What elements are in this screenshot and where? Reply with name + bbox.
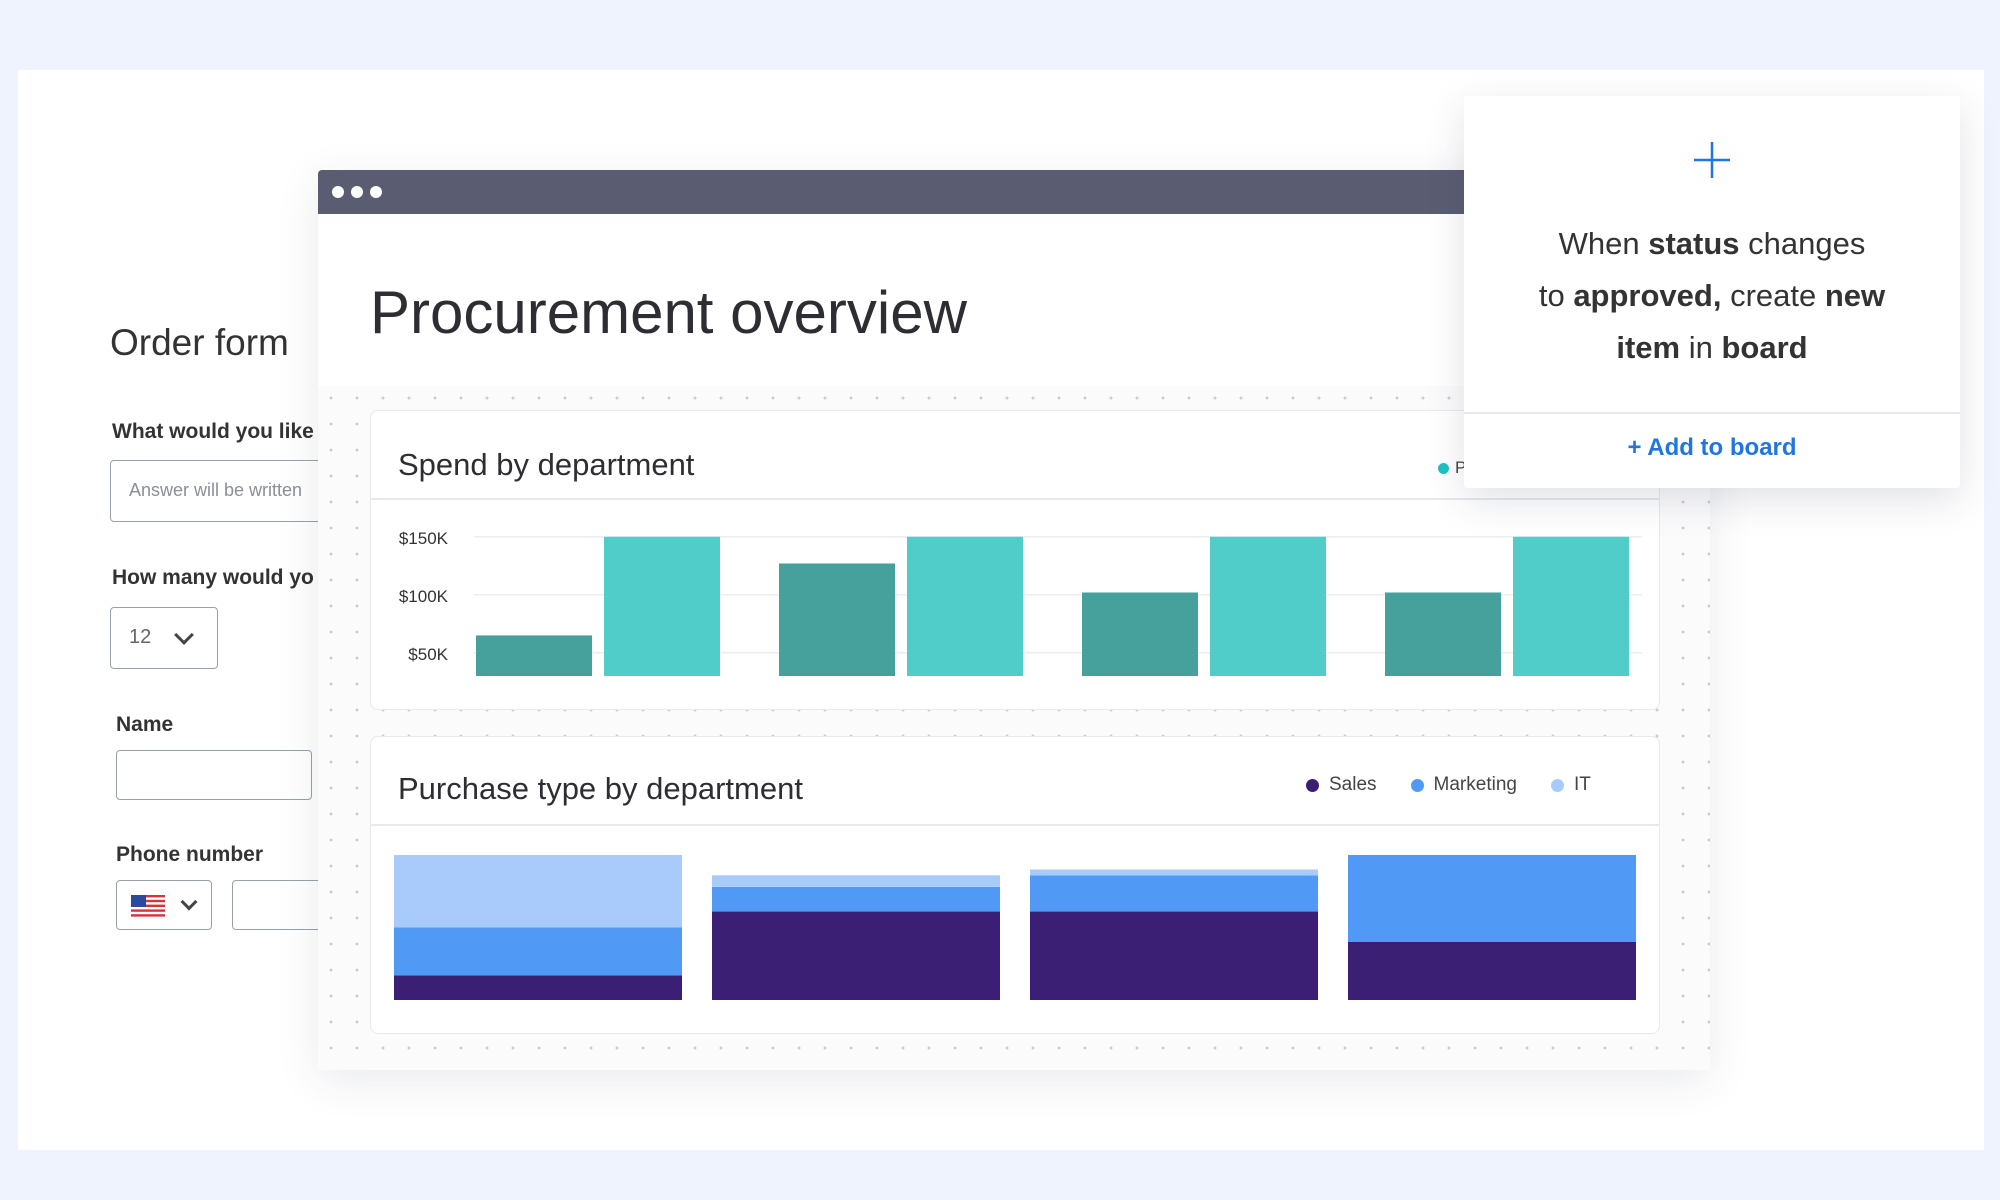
window-dot-icon <box>370 186 382 198</box>
spend-bar <box>779 563 895 676</box>
purchase-card-title: Purchase type by department <box>398 771 803 806</box>
purchase-bar-marketing <box>1030 875 1318 912</box>
legend-label: IT <box>1573 774 1591 795</box>
spend-bar <box>907 536 1023 676</box>
question-quantity-label: How many would yo <box>112 566 314 589</box>
spend-legend: P <box>1438 458 1466 478</box>
plus-icon[interactable] <box>1692 140 1732 180</box>
purchase-bar-it <box>1030 869 1318 876</box>
y-tick-label: $100K <box>399 587 449 606</box>
legend-item-marketing: Marketing <box>1410 774 1517 796</box>
rule-line-1: When status changes <box>1558 226 1866 261</box>
spend-bar <box>1385 592 1501 676</box>
chevron-down-icon <box>174 625 194 645</box>
rule-line-2: to approved, create new <box>1538 278 1886 313</box>
legend-swatch <box>1438 462 1449 474</box>
dashboard-header <box>318 214 1464 386</box>
name-label: Name <box>116 713 174 736</box>
purchase-card-divider <box>370 824 1660 826</box>
purchase-bar-sales <box>712 911 1000 1000</box>
spend-bar <box>1082 592 1198 676</box>
purchase-bar-marketing <box>712 886 1000 912</box>
spend-bar <box>604 536 720 676</box>
purchase-bar-sales <box>394 975 682 1000</box>
answer-placeholder: Answer will be written <box>129 480 303 500</box>
name-input[interactable] <box>116 750 312 800</box>
page-title: Procurement overview <box>370 279 967 346</box>
chevron-down-icon <box>180 893 198 911</box>
legend-swatch <box>1550 778 1564 792</box>
legend-item-sales: Sales <box>1306 774 1377 796</box>
y-tick-label: $50K <box>408 645 448 664</box>
us-flag-icon <box>131 895 165 919</box>
legend-swatch <box>1410 778 1424 792</box>
legend-label: P <box>1455 458 1467 477</box>
spend-bar <box>1210 536 1326 676</box>
window-dot-icon <box>332 186 344 198</box>
window-titlebar <box>318 170 1464 214</box>
purchase-bar-it <box>712 875 1000 887</box>
purchase-bar-marketing <box>1348 855 1636 942</box>
quantity-select[interactable]: 12 <box>110 607 218 669</box>
spend-bar <box>1513 536 1629 676</box>
order-form: Order form What would you like Answer wi… <box>0 0 318 1200</box>
legend-label: Sales <box>1329 774 1377 795</box>
purchase-chart <box>394 855 1636 1000</box>
legend-label: Marketing <box>1433 774 1517 795</box>
spend-card-divider <box>370 498 1660 500</box>
spend-bar <box>476 635 592 676</box>
order-form-title: Order form <box>110 322 289 363</box>
legend-item-it: IT <box>1550 774 1591 796</box>
question-what-label: What would you like <box>112 420 314 443</box>
purchase-bar-sales <box>1348 942 1636 1000</box>
purchase-bar-sales <box>1030 911 1318 1000</box>
phone-input[interactable] <box>232 880 318 930</box>
legend-swatch <box>1306 778 1319 792</box>
country-select[interactable] <box>116 880 212 930</box>
y-tick-label: $150K <box>399 529 449 548</box>
popup-divider <box>1464 412 1960 414</box>
phone-label: Phone number <box>116 843 264 866</box>
answer-input[interactable]: Answer will be written <box>110 460 318 522</box>
spend-card-title: Spend by department <box>398 447 695 482</box>
purchase-bar-it <box>394 855 682 928</box>
window-dot-icon <box>351 186 363 198</box>
spend-chart: $150K $100K $50K <box>399 529 1642 676</box>
purchase-bar-marketing <box>394 927 682 976</box>
purchase-legend: Sales Marketing IT <box>1306 774 1591 796</box>
add-to-board-link[interactable]: + Add to board <box>1627 434 1797 461</box>
quantity-value: 12 <box>129 626 152 648</box>
rule-line-3: item in board <box>1616 330 1808 365</box>
